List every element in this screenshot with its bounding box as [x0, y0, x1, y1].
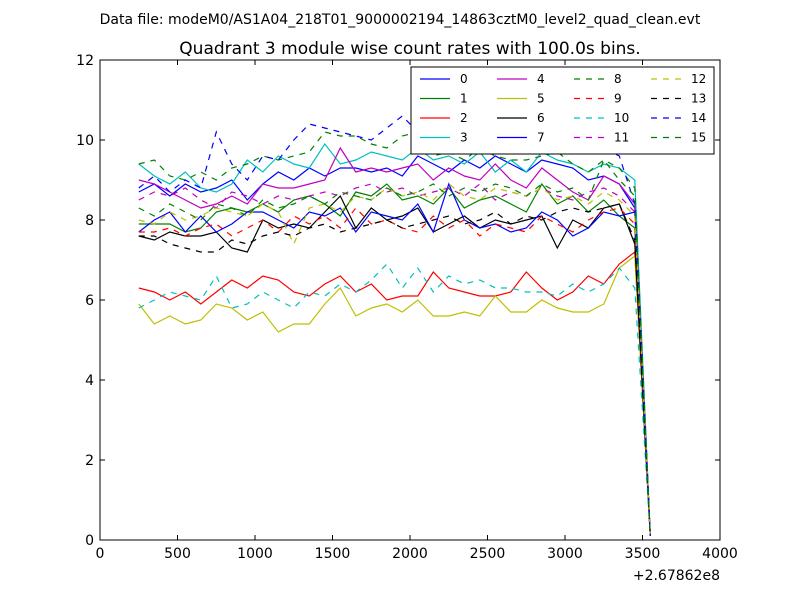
legend-label-14: 14: [691, 111, 706, 125]
series-line-11: [138, 183, 651, 537]
legend-label-6: 6: [537, 111, 545, 125]
legend-label-11: 11: [614, 131, 629, 145]
series-layer: [138, 102, 651, 537]
y-tick-label: 4: [85, 373, 94, 389]
series-line-8: [138, 131, 651, 537]
series-line-1: [138, 182, 651, 537]
series-line-4: [138, 146, 651, 537]
legend-label-12: 12: [691, 72, 706, 86]
y-tick-label: 2: [85, 453, 94, 469]
series-line-7: [138, 182, 651, 537]
legend-label-5: 5: [537, 92, 545, 106]
x-tick-label: 1500: [315, 546, 351, 562]
axis-ticks: 0 500 1000 1500 2000 2500 3000 3500 400002468101…: [76, 53, 738, 562]
y-tick-label: 12: [76, 53, 94, 69]
x-tick-label: 4000: [702, 546, 738, 562]
x-tick-label: 1000: [237, 546, 273, 562]
series-line-13: [138, 203, 651, 537]
legend-label-8: 8: [614, 72, 622, 86]
y-tick-label: 10: [76, 133, 94, 149]
chart-suptitle: Data file: modeM0/AS1A04_218T01_90000021…: [100, 12, 701, 28]
series-line-6: [138, 194, 651, 537]
y-tick-label: 8: [85, 213, 94, 229]
series-line-10: [138, 263, 651, 537]
chart-title: Quadrant 3 module wise count rates with …: [179, 39, 640, 59]
series-line-15: [138, 158, 651, 537]
x-axis-offset-label: +2.67862e8: [633, 568, 720, 584]
legend-label-3: 3: [460, 131, 468, 145]
legend-label-7: 7: [537, 131, 545, 145]
legend-label-13: 13: [691, 92, 706, 106]
series-line-0: [138, 155, 651, 537]
x-tick-label: 3500: [625, 546, 661, 562]
series-line-12: [138, 183, 651, 537]
legend-label-9: 9: [614, 92, 622, 106]
legend-label-4: 4: [537, 72, 545, 86]
legend-label-15: 15: [691, 131, 706, 145]
legend-label-1: 1: [460, 92, 468, 106]
y-tick-label: 0: [85, 533, 94, 549]
series-line-2: [138, 250, 651, 537]
series-line-9: [138, 207, 651, 537]
series-line-5: [138, 254, 651, 537]
x-tick-label: 2000: [392, 546, 428, 562]
x-tick-label: 500: [164, 546, 191, 562]
x-tick-label: 0: [96, 546, 105, 562]
legend-label-10: 10: [614, 111, 629, 125]
x-tick-label: 2500: [470, 546, 506, 562]
legend-label-0: 0: [460, 72, 468, 86]
legend-label-2: 2: [460, 111, 468, 125]
x-tick-label: 3000: [547, 546, 583, 562]
legend-box: [410, 66, 715, 155]
y-tick-label: 6: [85, 293, 94, 309]
series-line-3: [138, 142, 651, 537]
